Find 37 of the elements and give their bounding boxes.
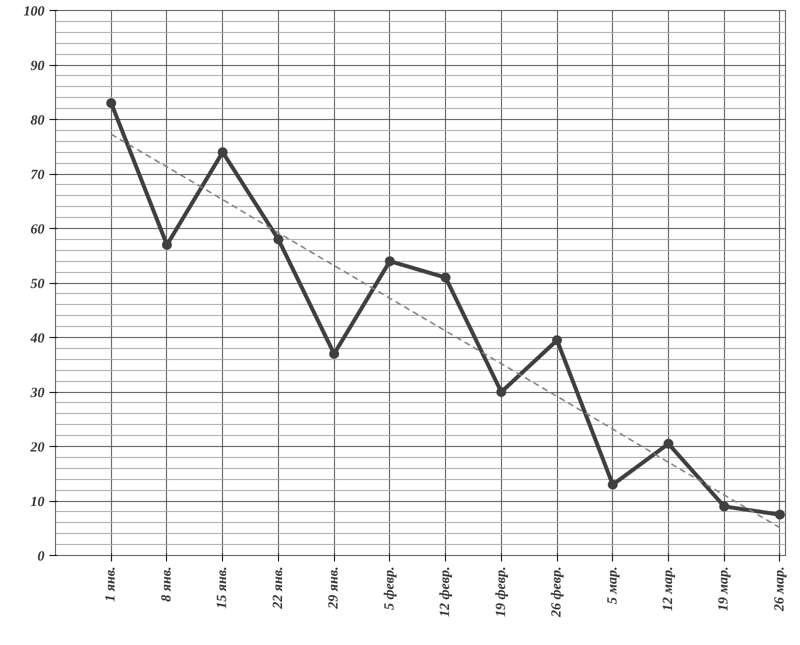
y-tick-label: 20 — [30, 440, 44, 456]
point — [719, 501, 730, 512]
y-tick-label: 80 — [30, 114, 44, 128]
point — [218, 147, 228, 158]
y-tick-label: 90 — [30, 59, 44, 74]
x-tick-label: 5 мар. — [605, 566, 620, 604]
x-tick-label: 12 февр. — [438, 566, 454, 617]
y-tick-label: 70 — [30, 168, 44, 183]
y-tick-label: 40 — [30, 332, 44, 346]
y-tick-label: 100 — [24, 4, 44, 20]
y-tick-label: 30 — [30, 386, 44, 401]
x-tick-label: 12 мар. — [660, 566, 676, 612]
point — [552, 335, 562, 346]
x-tick-label: 22 янв. — [270, 566, 286, 610]
point — [663, 438, 674, 449]
x-tick-label: 8 янв. — [159, 566, 174, 602]
point — [774, 510, 785, 520]
x-tick-label: 19 мар. — [716, 566, 732, 612]
point — [106, 98, 116, 108]
x-tick-label: 26 февр. — [550, 566, 565, 618]
point — [273, 234, 284, 244]
point — [608, 480, 618, 490]
x-tick-label: 15 янв. — [215, 566, 230, 609]
x-tick-label: 1 янв. — [104, 566, 119, 602]
y-tick-label: 0 — [38, 550, 44, 564]
y-tick-label: 60 — [30, 222, 44, 238]
x-tick-label: 5 февр. — [382, 566, 398, 610]
x-tick-label: 19 февр. — [494, 566, 509, 617]
point — [329, 348, 340, 359]
y-tick-label: 50 — [30, 277, 44, 292]
x-tick-label: 29 янв. — [326, 566, 342, 610]
point — [162, 240, 172, 250]
y-tick-label: 10 — [30, 495, 44, 510]
point — [496, 387, 506, 397]
point — [384, 256, 395, 266]
x-tick-label: 26 мар. — [772, 566, 788, 612]
point — [440, 272, 451, 283]
